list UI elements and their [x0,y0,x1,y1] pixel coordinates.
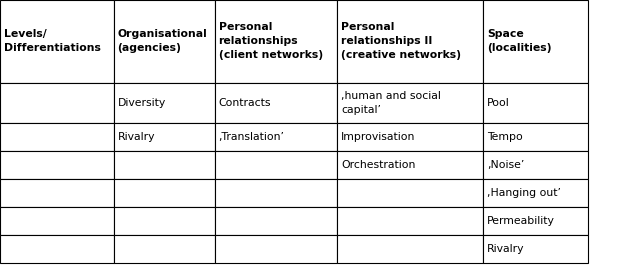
Bar [0,0,114,83]
Bar [483,151,588,179]
Bar [337,0,483,83]
Text: Personal
relationships II
(creative networks): Personal relationships II (creative netw… [341,23,461,60]
Text: ,Translation’: ,Translation’ [219,132,284,142]
Bar [0,123,114,151]
Bar [337,151,483,179]
Bar [0,207,114,235]
Text: Levels/
Differentiations: Levels/ Differentiations [4,29,101,54]
Text: Orchestration: Orchestration [341,160,415,170]
Text: ,Noise’: ,Noise’ [487,160,524,170]
Text: Organisational
(agencies): Organisational (agencies) [118,29,207,54]
Bar [215,151,337,179]
Text: Diversity: Diversity [118,98,166,108]
Text: Rivalry: Rivalry [487,244,525,254]
Bar [0,235,114,263]
Text: Pool: Pool [487,98,510,108]
Bar [0,179,114,207]
Bar [114,123,215,151]
Bar [114,0,215,83]
Bar [215,179,337,207]
Bar [337,235,483,263]
Bar [483,207,588,235]
Text: Personal
relationships
(client networks): Personal relationships (client networks) [219,23,323,60]
Text: Tempo: Tempo [487,132,523,142]
Bar [215,235,337,263]
Bar [114,235,215,263]
Text: Permeability: Permeability [487,216,555,226]
Bar [215,207,337,235]
Bar [337,83,483,123]
Bar [483,179,588,207]
Bar [114,151,215,179]
Text: Rivalry: Rivalry [118,132,155,142]
Bar [114,179,215,207]
Bar [483,83,588,123]
Bar [483,235,588,263]
Text: ,Hanging out’: ,Hanging out’ [487,188,561,198]
Bar [483,0,588,83]
Text: ,human and social
capital’: ,human and social capital’ [341,91,441,115]
Bar [0,151,114,179]
Bar [337,179,483,207]
Bar [337,123,483,151]
Bar [114,83,215,123]
Bar [215,83,337,123]
Bar [0,83,114,123]
Bar [483,123,588,151]
Text: Space
(localities): Space (localities) [487,29,551,54]
Bar [215,0,337,83]
Text: Contracts: Contracts [219,98,271,108]
Bar [114,207,215,235]
Bar [337,207,483,235]
Text: Improvisation: Improvisation [341,132,415,142]
Bar [215,123,337,151]
